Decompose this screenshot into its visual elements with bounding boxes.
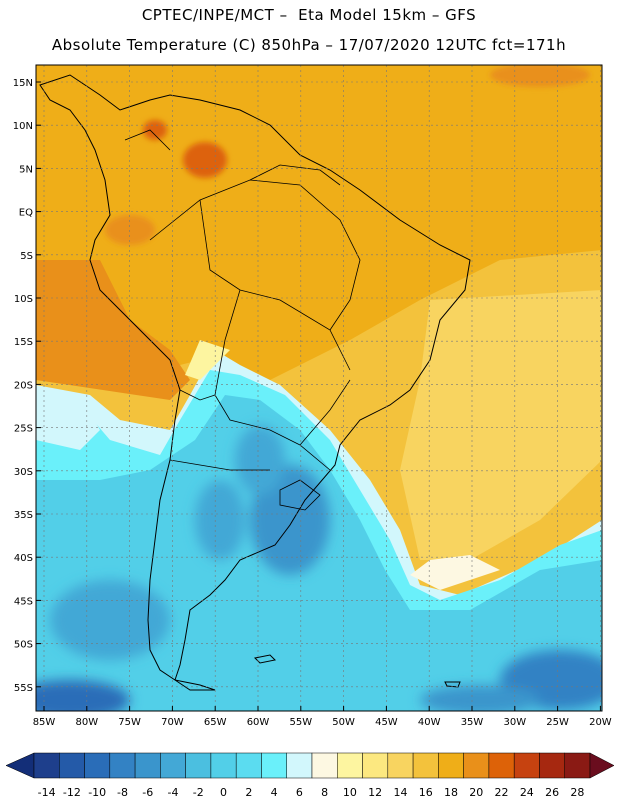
colorbar-label: 12 bbox=[368, 786, 382, 799]
lon-label: 85W bbox=[33, 717, 56, 728]
colorbar-swatch bbox=[564, 752, 591, 779]
colorbar-swatch bbox=[463, 752, 490, 779]
colorbar-swatch bbox=[84, 752, 111, 779]
colorbar-swatch bbox=[261, 752, 287, 779]
colorbar-swatch bbox=[33, 752, 60, 779]
lon-label: 50W bbox=[332, 717, 355, 728]
lon-label: 25W bbox=[546, 717, 569, 728]
lat-label: 55S bbox=[14, 683, 33, 694]
lat-label: 35S bbox=[14, 510, 33, 521]
lat-label: 50S bbox=[14, 640, 33, 651]
lat-label: 25S bbox=[14, 424, 33, 435]
colorbar-swatch bbox=[337, 752, 363, 779]
map-field bbox=[36, 65, 602, 711]
country-borders bbox=[124, 129, 361, 511]
colorbar-label: 6 bbox=[296, 786, 303, 799]
colorbar-label: 0 bbox=[220, 786, 227, 799]
title-line-2: Absolute Temperature (C) 850hPa – 17/07/… bbox=[51, 36, 567, 54]
colorbar-swatch bbox=[109, 752, 136, 779]
colorbar-label: -10 bbox=[88, 786, 106, 799]
colorbar-label: 22 bbox=[495, 786, 509, 799]
colorbar-label: 2 bbox=[245, 786, 252, 799]
title-line-1: CPTEC/INPE/MCT – Eta Model 15km – GFS bbox=[141, 6, 477, 24]
colorbar-label: -4 bbox=[168, 786, 179, 799]
colorbar-labels: -14 -12 -10 -8 -6 -4 -2 0 2 4 6 8 10 12 14 16 18 20 22 24 26… bbox=[38, 786, 585, 799]
lat-label: 40S bbox=[14, 553, 33, 564]
lon-label: 35W bbox=[461, 717, 484, 728]
lon-label: 65W bbox=[204, 717, 227, 728]
lat-label: 45S bbox=[14, 596, 33, 607]
colorbar-label: 26 bbox=[545, 786, 559, 799]
lon-label: 30W bbox=[503, 717, 526, 728]
colorbar-swatch bbox=[59, 752, 85, 779]
field-cold-cores bbox=[36, 425, 602, 711]
colorbar-label: 24 bbox=[520, 786, 534, 799]
colorbar-label: -14 bbox=[38, 786, 56, 799]
colorbar-label: 8 bbox=[321, 786, 328, 799]
lon-label: 75W bbox=[118, 717, 141, 728]
colorbar-swatch bbox=[185, 752, 212, 779]
lat-label: 15S bbox=[14, 337, 33, 348]
lon-label: 55W bbox=[289, 717, 312, 728]
colorbar-swatch bbox=[235, 752, 262, 779]
graticule bbox=[36, 65, 602, 711]
colorbar-arrow-left bbox=[5, 752, 35, 779]
lon-label: 40W bbox=[418, 717, 441, 728]
field-band-andes bbox=[185, 340, 230, 380]
colorbar-swatch bbox=[412, 752, 439, 779]
colorbar-swatch bbox=[539, 752, 565, 779]
lat-label: EQ bbox=[19, 208, 33, 219]
colorbar-label: -8 bbox=[117, 786, 128, 799]
lat-label: 30S bbox=[14, 467, 33, 478]
colorbar-label: 4 bbox=[271, 786, 278, 799]
longitude-labels: 85W 80W 75W 70W 65W 60W 55W 50W 45W 40W 35W 30W 25W 2… bbox=[33, 717, 612, 728]
colorbar-swatch bbox=[160, 752, 186, 779]
colorbar-swatch bbox=[387, 752, 414, 779]
field-warm-north bbox=[36, 65, 602, 380]
colorbar-swatch bbox=[438, 752, 464, 779]
colorbar-arrow-right bbox=[589, 752, 615, 779]
lon-label: 45W bbox=[375, 717, 398, 728]
colorbar-label: -12 bbox=[63, 786, 81, 799]
field-band-atlantic bbox=[410, 555, 500, 590]
field-pacific-warm bbox=[36, 260, 190, 400]
colorbar-label: 16 bbox=[419, 786, 433, 799]
colorbar-swatch bbox=[210, 752, 237, 779]
colorbar-swatch bbox=[311, 752, 338, 779]
lat-label: 5S bbox=[20, 251, 33, 262]
field-pale-west bbox=[36, 390, 100, 450]
colorbar-label: 28 bbox=[570, 786, 584, 799]
continent-outline bbox=[39, 74, 471, 681]
colorbar-label: -2 bbox=[193, 786, 204, 799]
lon-label: 20W bbox=[589, 717, 612, 728]
lat-label: 20S bbox=[14, 380, 33, 391]
colorbar-swatch bbox=[488, 752, 515, 779]
lon-label: 60W bbox=[247, 717, 270, 728]
colorbar-label: -6 bbox=[142, 786, 153, 799]
map-frame bbox=[35, 64, 603, 712]
colorbar-swatch bbox=[134, 752, 161, 779]
colorbar-label: 14 bbox=[393, 786, 407, 799]
lat-label: 10S bbox=[14, 294, 33, 305]
colorbar-label: 18 bbox=[444, 786, 458, 799]
lat-label: 15N bbox=[13, 78, 33, 89]
colorbar-swatch bbox=[362, 752, 389, 779]
latitude-labels: 15N 10N 5N EQ 5S 10S 15S 20S 25S 30S 35S 40S 45S 50S 5… bbox=[13, 78, 33, 694]
colorbar-swatch bbox=[286, 752, 313, 779]
colorbar-label: 20 bbox=[469, 786, 483, 799]
lon-label: 80W bbox=[75, 717, 98, 728]
colorbar bbox=[5, 752, 615, 779]
lat-label: 10N bbox=[13, 121, 33, 132]
colorbar-label: 10 bbox=[343, 786, 357, 799]
lat-label: 5N bbox=[19, 164, 33, 175]
colorbar-swatch bbox=[513, 752, 540, 779]
lon-label: 70W bbox=[161, 717, 184, 728]
field-atlantic-warm bbox=[400, 290, 602, 560]
